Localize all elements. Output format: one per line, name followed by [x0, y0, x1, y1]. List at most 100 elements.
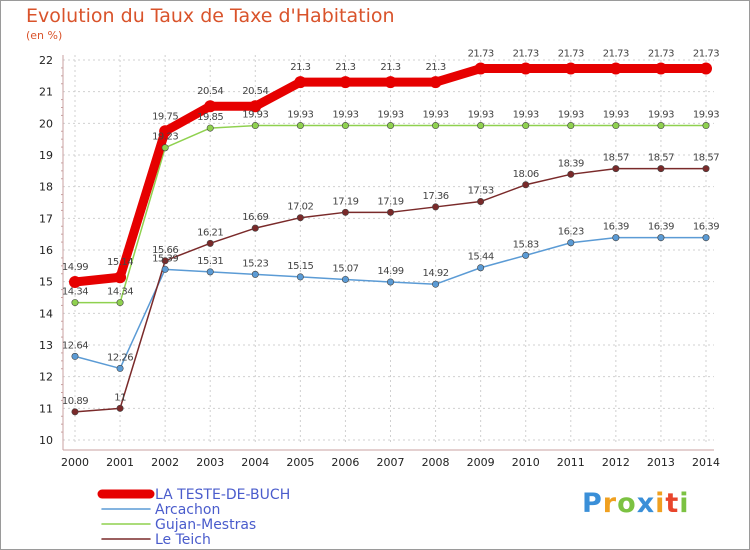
x-tick-label: 2010	[512, 456, 540, 469]
x-tick-label: 2000	[61, 456, 89, 469]
data-point-3	[702, 165, 710, 173]
data-point-2	[161, 144, 169, 152]
data-label-0: 15.14	[107, 257, 133, 268]
data-point-2	[71, 299, 79, 307]
data-point-3	[386, 208, 394, 216]
data-point-1	[341, 275, 349, 283]
y-tick-label: 22	[39, 54, 53, 67]
x-tick-label: 2002	[151, 456, 179, 469]
data-label-0: 21.73	[648, 49, 674, 60]
data-label-3: 17.19	[377, 196, 403, 207]
data-label-1: 14.92	[423, 268, 449, 279]
data-point-1	[702, 234, 710, 242]
logo-letter: x	[636, 488, 656, 519]
data-label-3: 16.21	[197, 227, 223, 238]
data-point-3	[612, 165, 620, 173]
data-point-0	[654, 62, 667, 75]
data-label-2: 19.93	[377, 110, 403, 121]
data-label-0: 21.73	[513, 49, 539, 60]
data-label-1: 15.44	[468, 252, 494, 263]
data-label-1: 16.39	[648, 222, 674, 233]
data-label-1: 14.99	[377, 266, 403, 277]
data-point-3	[251, 224, 259, 232]
y-axis-unit: (en %)	[26, 29, 63, 42]
data-label-3: 18.57	[648, 153, 674, 164]
data-label-1: 15.39	[152, 253, 178, 264]
data-label-0: 21.3	[425, 62, 445, 73]
data-point-3	[567, 170, 575, 178]
data-label-3: 17.53	[468, 186, 494, 197]
data-label-2: 19.93	[603, 110, 629, 121]
data-point-1	[386, 278, 394, 286]
data-label-0: 14.99	[62, 262, 88, 273]
y-tick-label: 12	[39, 371, 53, 384]
data-point-1	[206, 268, 214, 276]
data-point-2	[657, 122, 665, 130]
data-label-1: 16.39	[603, 222, 629, 233]
y-tick-label: 17	[39, 212, 53, 225]
legend-label-1: Arcachon	[155, 502, 220, 518]
data-label-1: 15.15	[287, 261, 313, 272]
data-point-2	[251, 122, 259, 130]
logo-letter: P	[582, 488, 603, 519]
x-tick-label: 2013	[647, 456, 675, 469]
data-label-2: 19.93	[423, 110, 449, 121]
data-label-0: 21.3	[335, 62, 355, 73]
data-point-3	[161, 257, 169, 265]
x-tick-label: 2006	[331, 456, 359, 469]
data-label-2: 19.93	[332, 110, 358, 121]
data-point-2	[432, 122, 440, 130]
data-point-2	[522, 122, 530, 130]
logo-letter: o	[617, 488, 637, 519]
data-point-3	[522, 181, 530, 189]
data-point-1	[251, 270, 259, 278]
data-point-0	[294, 76, 307, 89]
data-point-0	[159, 125, 172, 138]
data-point-1	[71, 352, 79, 360]
data-label-0: 21.73	[693, 49, 719, 60]
logo-letter: i	[655, 488, 666, 519]
data-label-3: 15.66	[152, 245, 178, 256]
data-point-2	[341, 122, 349, 130]
y-tick-label: 20	[39, 117, 53, 130]
data-label-3: 17.36	[423, 191, 449, 202]
data-label-3: 18.57	[603, 153, 629, 164]
data-point-0	[429, 76, 442, 89]
data-point-1	[432, 280, 440, 288]
data-point-1	[477, 264, 485, 272]
data-label-2: 19.23	[152, 132, 178, 143]
data-label-1: 16.39	[693, 222, 719, 233]
data-point-1	[612, 234, 620, 242]
y-tick-label: 11	[39, 402, 53, 415]
data-label-0: 21.73	[558, 49, 584, 60]
x-tick-label: 2004	[241, 456, 269, 469]
x-tick-label: 2003	[196, 456, 224, 469]
data-label-2: 14.34	[107, 287, 133, 298]
data-label-2: 19.93	[287, 110, 313, 121]
data-label-1: 12.64	[62, 340, 88, 351]
logo-letter: i	[679, 488, 690, 519]
data-label-0: 20.54	[197, 86, 223, 97]
y-tick-label: 19	[39, 149, 53, 162]
x-tick-label: 2005	[286, 456, 314, 469]
data-label-0: 21.73	[603, 49, 629, 60]
y-tick-label: 16	[39, 244, 53, 257]
data-point-1	[116, 364, 124, 372]
data-label-3: 16.69	[242, 212, 268, 223]
data-label-1: 15.31	[197, 256, 223, 267]
data-point-3	[206, 239, 214, 247]
data-point-3	[432, 203, 440, 211]
data-point-3	[296, 214, 304, 222]
data-label-1: 12.26	[107, 352, 133, 363]
x-tick-label: 2009	[467, 456, 495, 469]
y-tick-label: 13	[39, 339, 53, 352]
data-label-0: 19.75	[152, 111, 178, 122]
data-label-0: 21.3	[290, 62, 310, 73]
data-point-0	[114, 271, 127, 284]
data-point-1	[522, 251, 530, 259]
x-tick-label: 2001	[106, 456, 134, 469]
data-point-1	[567, 239, 575, 247]
data-point-2	[206, 124, 214, 132]
data-point-2	[567, 122, 575, 130]
